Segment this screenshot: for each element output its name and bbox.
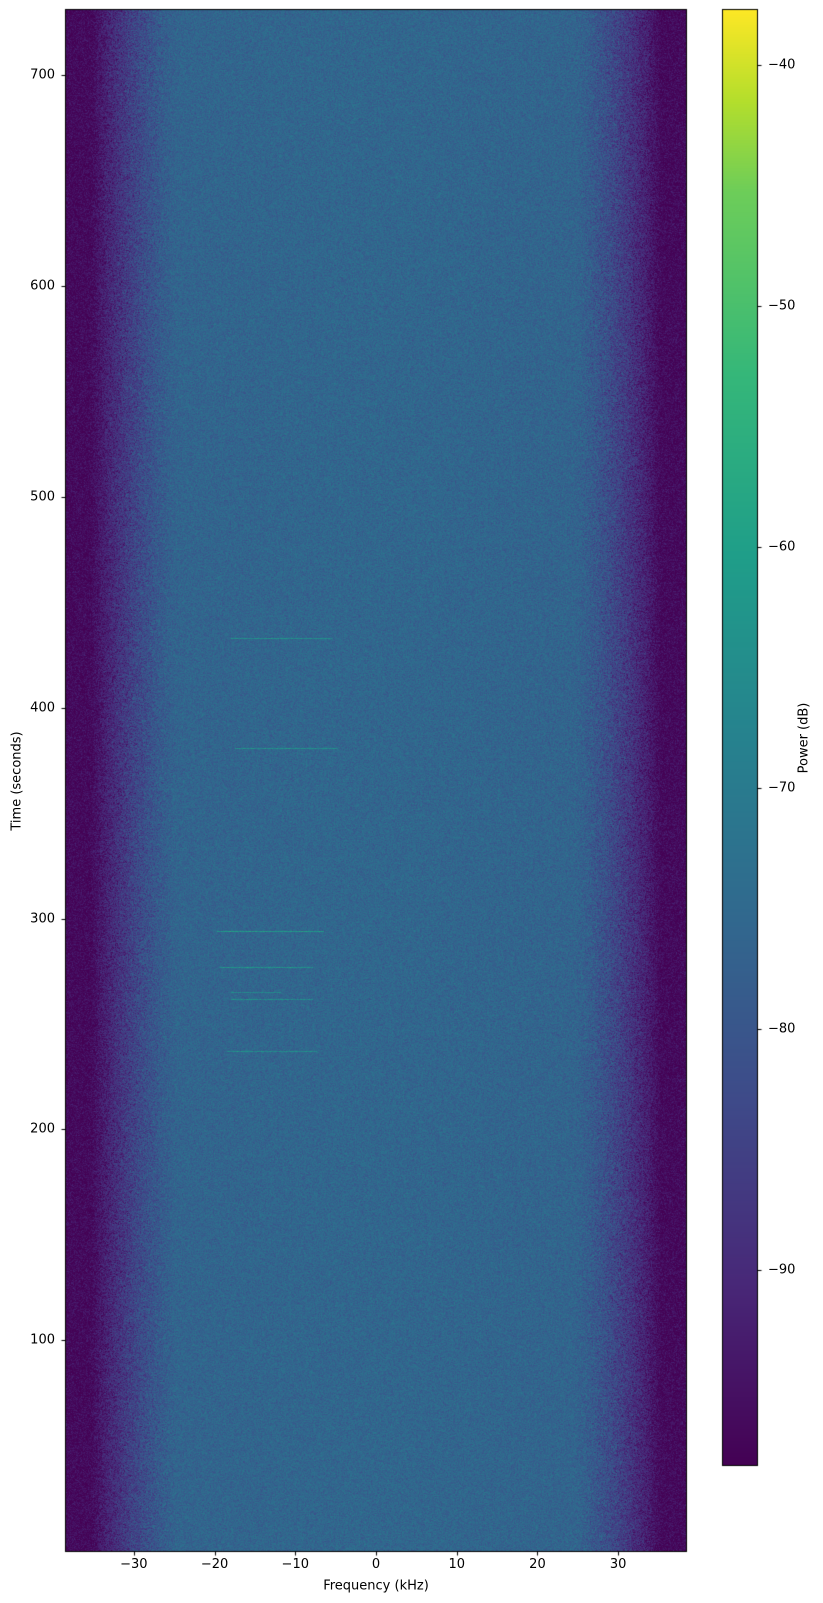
x-axis-label: Frequency (kHz) bbox=[323, 1578, 429, 1594]
y-tick-label: 100 bbox=[30, 1332, 55, 1348]
y-tick-label: 300 bbox=[30, 911, 55, 927]
colorbar-tick-label: −50 bbox=[768, 298, 796, 314]
y-tick-label: 200 bbox=[30, 1121, 55, 1137]
colorbar-tick-label: −40 bbox=[768, 57, 796, 73]
x-tick-label: 10 bbox=[448, 1557, 465, 1572]
x-tick-label: −30 bbox=[120, 1557, 148, 1572]
y-axis-label: Time (seconds) bbox=[9, 730, 25, 831]
colorbar-tick-label: −70 bbox=[768, 780, 796, 796]
x-tick-label: 0 bbox=[371, 1557, 381, 1572]
colorbar-tick-label: −90 bbox=[768, 1262, 796, 1278]
y-tick-label: 600 bbox=[30, 278, 55, 294]
x-tick-label: −10 bbox=[281, 1557, 309, 1572]
x-tick-label: 30 bbox=[609, 1557, 627, 1572]
y-tick-label: 400 bbox=[30, 700, 55, 716]
x-tick-label: 20 bbox=[529, 1557, 546, 1572]
y-tick-label: 500 bbox=[30, 489, 55, 505]
y-tick-label: 700 bbox=[30, 67, 55, 83]
colorbar-label: Power (dB) bbox=[796, 702, 812, 773]
colorbar-tick-label: −60 bbox=[768, 539, 796, 555]
colorbar-tick-label: −80 bbox=[768, 1021, 796, 1037]
x-tick-label: −20 bbox=[200, 1557, 229, 1572]
